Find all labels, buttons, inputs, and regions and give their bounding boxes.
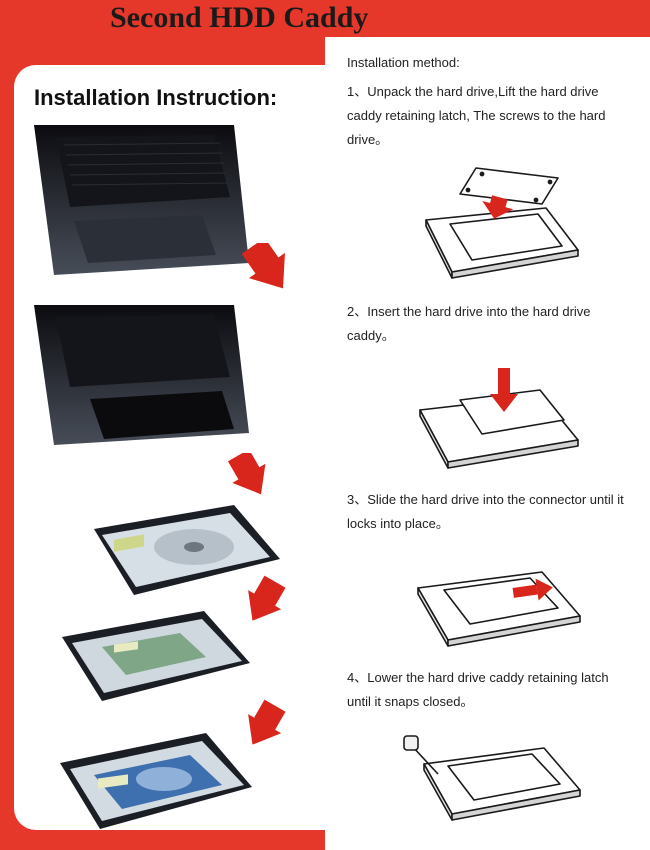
- photo-row-5: [34, 705, 315, 830]
- step-4-text: 4、Lower the hard drive caddy retaining l…: [347, 666, 632, 714]
- photo-row-1: [34, 125, 315, 285]
- photo-caddy-with-hdd-inserted: [52, 727, 257, 830]
- diagram-latch-icon: [390, 726, 590, 822]
- diagram-slide-right-icon: [390, 548, 590, 648]
- header-bar: Second HDD Caddy: [0, 0, 650, 37]
- photo-row-4: [34, 575, 315, 705]
- left-white-panel: Installation Instruction:: [14, 65, 325, 830]
- installation-method-heading: Installation method:: [347, 55, 632, 70]
- step-3-text: 3、Slide the hard drive into the connecto…: [347, 488, 632, 536]
- photo-row-2: [34, 285, 315, 445]
- step-2-diagram: [347, 360, 632, 470]
- step-4-diagram: [347, 726, 632, 822]
- photo-stack: [34, 125, 315, 830]
- photo-row-3: [34, 445, 315, 575]
- main-columns: Installation Instruction:: [0, 37, 650, 850]
- right-column: Installation method: 1、Unpack the hard d…: [325, 37, 650, 850]
- installation-instruction-heading: Installation Instruction:: [34, 85, 315, 111]
- step-3-diagram: [347, 548, 632, 648]
- photo-laptop-drive-removed: [34, 305, 249, 455]
- step-1-text: 1、Unpack the hard drive,Lift the hard dr…: [347, 80, 632, 152]
- photo-caddy-partly-inserted: [54, 603, 254, 708]
- diagram-insert-down-icon: [390, 360, 590, 470]
- product-title: Second HDD Caddy: [110, 1, 368, 35]
- left-column: Installation Instruction:: [0, 37, 325, 850]
- page: Second HDD Caddy Installation Instructio…: [0, 0, 650, 850]
- photo-laptop-with-dvd-drive: [34, 125, 249, 275]
- step-1-diagram: [347, 164, 632, 282]
- step-2-text: 2、Insert the hard drive into the hard dr…: [347, 300, 632, 348]
- diagram-exploded-icon: [390, 164, 590, 282]
